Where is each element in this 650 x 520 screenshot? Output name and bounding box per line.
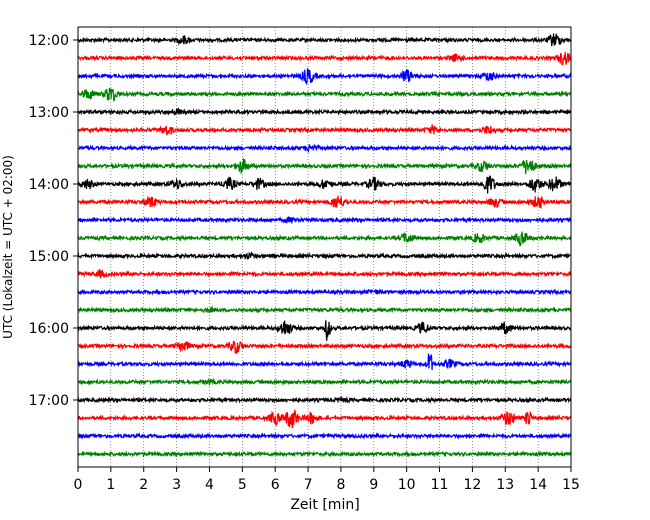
y-tick-label: 13:00 [29, 105, 69, 121]
x-tick-label: 7 [304, 477, 313, 493]
y-tick-label: 12:00 [29, 33, 69, 49]
trace-1745 [77, 450, 572, 458]
trace-1245 [77, 87, 572, 103]
x-tick-label: 11 [431, 477, 449, 493]
trace-1730 [77, 432, 572, 440]
x-axis-ticks: 0 1 2 3 4 5 6 7 8 9 10 11 12 13 14 15 [74, 467, 580, 493]
trace-1715 [77, 409, 572, 429]
y-axis-ticks: 12:00 13:00 14:00 15:00 16:00 17:00 [29, 33, 78, 409]
x-tick-label: 14 [529, 477, 547, 493]
vertical-grid [110, 27, 539, 467]
x-tick-label: 0 [74, 477, 83, 493]
y-tick-label: 15:00 [29, 249, 69, 265]
y-tick-label: 16:00 [29, 321, 69, 337]
trace-1315 [77, 124, 572, 136]
x-tick-label: 6 [271, 477, 280, 493]
trace-1430 [77, 216, 572, 224]
y-axis-label: UTC (Lokalzeit = UTC + 02:00) [1, 155, 15, 339]
x-tick-label: 3 [172, 477, 181, 493]
trace-1330 [77, 143, 572, 154]
trace-1400 [77, 175, 572, 194]
x-tick-label: 10 [398, 477, 416, 493]
trace-1630 [77, 353, 572, 371]
trace-1200 [77, 33, 572, 47]
x-tick-label: 15 [562, 477, 580, 493]
trace-1445 [77, 231, 572, 248]
trace-1545 [77, 305, 572, 314]
seismogram-traces [77, 33, 572, 458]
trace-1300 [77, 107, 572, 117]
x-tick-label: 1 [106, 477, 115, 493]
x-axis-label: Zeit [min] [290, 497, 359, 513]
plot-frame [77, 26, 572, 468]
x-tick-label: 13 [496, 477, 514, 493]
trace-1500 [77, 251, 572, 260]
y-tick-label: 14:00 [29, 177, 69, 193]
y-tick-label: 17:00 [29, 393, 69, 409]
trace-1645 [77, 377, 572, 387]
trace-1345 [77, 158, 572, 175]
trace-1230 [77, 68, 572, 86]
trace-1700 [77, 395, 572, 404]
x-tick-label: 4 [205, 477, 214, 493]
trace-1600 [77, 320, 572, 341]
x-tick-label: 8 [336, 477, 345, 493]
x-tick-label: 2 [139, 477, 148, 493]
x-tick-label: 9 [369, 477, 378, 493]
trace-1615 [77, 340, 572, 354]
trace-1215 [77, 51, 572, 67]
trace-1515 [77, 268, 572, 279]
trace-1530 [77, 288, 572, 296]
trace-1415 [77, 195, 572, 210]
x-tick-label: 12 [463, 477, 481, 493]
x-tick-label: 5 [238, 477, 247, 493]
